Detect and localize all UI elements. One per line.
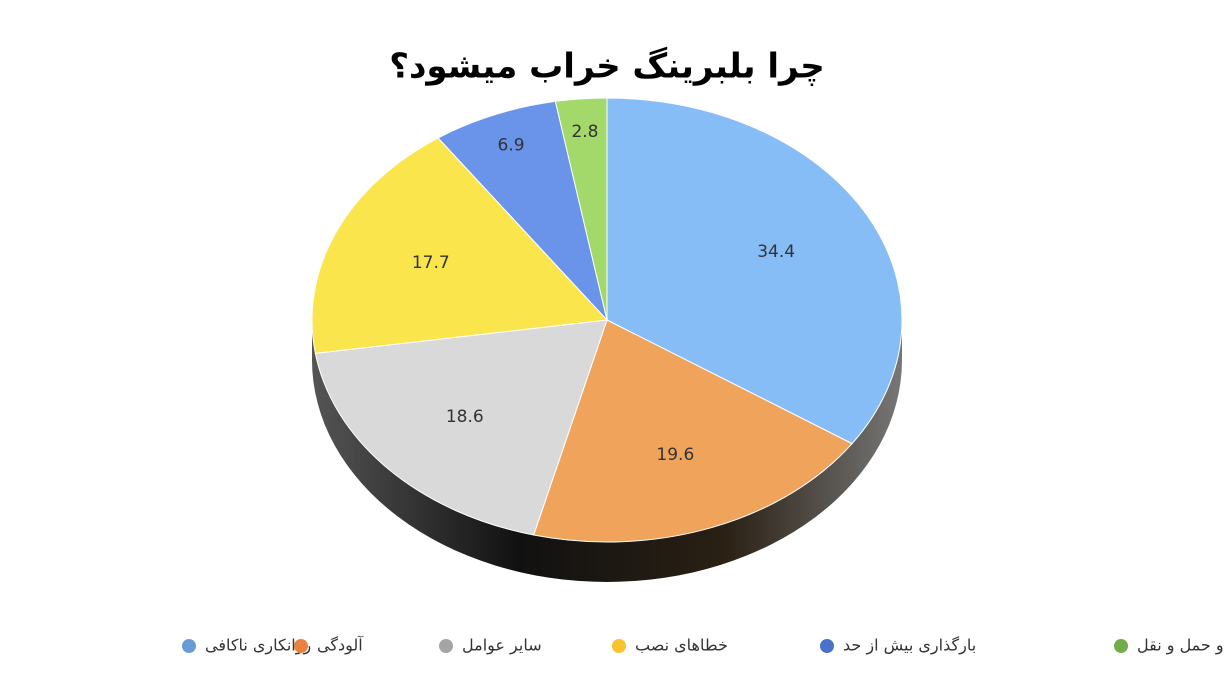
legend-label: روانکاری ناکافی bbox=[205, 636, 311, 656]
pie-side bbox=[312, 320, 902, 582]
legend-label: خطاهای نصب bbox=[635, 636, 728, 655]
pie-slice bbox=[606, 97, 903, 445]
pie-slice bbox=[554, 97, 608, 321]
pie-slice bbox=[532, 319, 853, 543]
legend-swatch bbox=[820, 639, 834, 653]
legend-label: خطاهای انبارداری و حمل و نقل bbox=[1137, 636, 1228, 656]
data-label: 6.9 bbox=[498, 136, 525, 156]
legend-label: بارگذاری بیش از حد bbox=[843, 636, 976, 656]
pie-slice bbox=[311, 137, 609, 354]
chart-title: چرا بلبرینگ خراب میشود؟ bbox=[389, 47, 824, 87]
pie-slice bbox=[437, 100, 608, 322]
data-label: 17.7 bbox=[412, 253, 450, 273]
legend-swatch bbox=[1114, 639, 1128, 653]
legend-swatch bbox=[182, 639, 196, 653]
pie-slice bbox=[314, 319, 608, 536]
legend-swatch bbox=[294, 639, 308, 653]
legend-label: آلودگی bbox=[317, 636, 364, 656]
data-label: 19.6 bbox=[656, 445, 694, 465]
data-label: 2.8 bbox=[571, 122, 598, 142]
legend-label: سایر عوامل bbox=[462, 636, 542, 656]
data-label: 18.6 bbox=[446, 407, 484, 427]
data-label: 34.4 bbox=[757, 242, 795, 262]
legend-swatch bbox=[439, 639, 453, 653]
legend-swatch bbox=[612, 639, 626, 653]
